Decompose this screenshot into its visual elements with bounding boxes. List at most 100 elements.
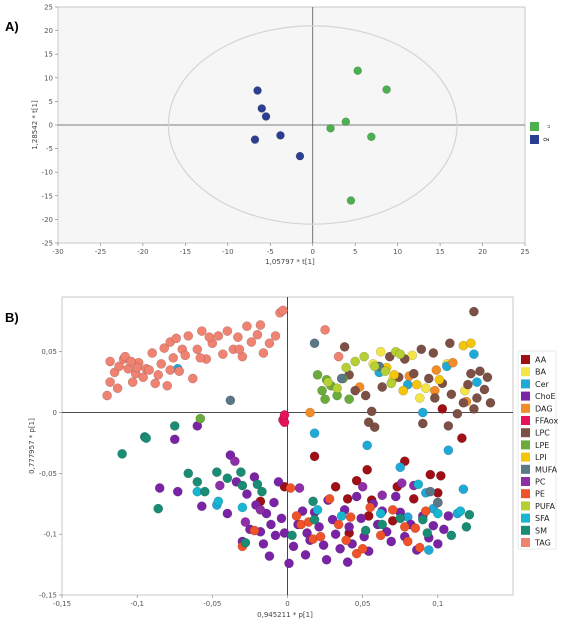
plot-b-legend-label-choe: ChoE bbox=[535, 392, 556, 401]
plot-b-point-dag bbox=[305, 407, 315, 418]
plot-b-point-lpc bbox=[443, 421, 454, 431]
plot-a-legend-swatch bbox=[530, 122, 539, 131]
plot-b-point-mufa bbox=[336, 373, 347, 384]
plot-b-point-sfa bbox=[455, 506, 466, 516]
plot-b-point-lpe bbox=[317, 385, 327, 396]
plot-a-y-tick-label: 25 bbox=[44, 4, 53, 12]
plot-b-point-pe bbox=[333, 519, 344, 530]
plot-b-point-pc bbox=[230, 456, 240, 467]
plot-a-y-tick-label: 15 bbox=[44, 51, 53, 59]
plot-b-y-tick-label: -0,15 bbox=[39, 592, 57, 600]
plot-b-point-pe bbox=[345, 512, 356, 523]
plot-b: -0,15 -0,1 -0,05 0 0,05 0,1 -0,15 -0,1 -0,05 0 0,0… bbox=[28, 296, 558, 619]
plot-b-point-tag bbox=[258, 348, 269, 358]
plot-b-point-aa bbox=[408, 494, 419, 504]
plot-a-legend-swatch bbox=[530, 135, 539, 144]
plot-b-point-tag bbox=[102, 390, 112, 401]
plot-b-point-choe bbox=[169, 434, 180, 445]
plot-b-point-choe bbox=[443, 511, 454, 521]
plot-b-point-pufa bbox=[341, 362, 351, 373]
plot-b-point-choe bbox=[276, 513, 287, 524]
plot-a-point bbox=[253, 86, 262, 95]
plot-b-point-aa bbox=[330, 481, 341, 492]
plot-b-legend-label-sfa: SFA bbox=[535, 514, 550, 523]
plot-a-x-tick-label: -20 bbox=[137, 248, 148, 256]
plot-b-point-sfa bbox=[413, 479, 424, 490]
plot-a-y-tick-label: 0 bbox=[49, 122, 53, 130]
plot-b-legend-swatch-lpi bbox=[521, 452, 530, 462]
plot-b-point-choe bbox=[342, 557, 353, 568]
plot-b-legend-swatch-pe bbox=[521, 489, 530, 499]
plot-b-legend-label-lpc: LPC bbox=[535, 429, 550, 438]
plot-a-point bbox=[261, 112, 271, 121]
plot-b-point-choe bbox=[344, 522, 354, 532]
plot-b-point-tag bbox=[320, 324, 330, 335]
plot-b-legend-swatch-ba bbox=[521, 367, 530, 377]
plot-b-point-pc bbox=[215, 480, 225, 491]
plot-b-legend-swatch-ffaox bbox=[521, 416, 530, 425]
plot-a-point bbox=[382, 85, 391, 94]
plot-b-point-tag bbox=[233, 332, 243, 342]
plot-b-point-sm bbox=[422, 528, 433, 538]
plot-b-point-tag bbox=[138, 372, 149, 383]
plot-b-point-tag bbox=[156, 359, 167, 369]
plot-b-x-tick-label: -0,1 bbox=[130, 600, 144, 608]
plot-a-x-tick-label: -10 bbox=[222, 248, 233, 256]
plot-b-y-tick-label: 0,05 bbox=[41, 348, 57, 356]
plot-b-point-cer bbox=[309, 428, 320, 439]
plot-b-point-sm bbox=[169, 421, 180, 431]
plot-b-point-pe bbox=[399, 522, 410, 532]
plot-b-point-lpc bbox=[416, 344, 427, 355]
plot-a-point bbox=[367, 132, 376, 142]
plot-b-point-ba bbox=[414, 393, 425, 403]
plot-b-legend-label-tag: TAG bbox=[534, 539, 551, 548]
plot-b-point-pc bbox=[396, 478, 407, 488]
plot-b-point-sm bbox=[360, 525, 371, 536]
plot-a-y-tick-label: 20 bbox=[44, 27, 53, 35]
plot-b-point-lpe bbox=[320, 394, 330, 405]
plot-b-point-choe bbox=[270, 530, 281, 541]
plot-b-point-choe bbox=[242, 489, 252, 499]
plot-b-point-aa bbox=[342, 494, 353, 504]
plot-b-point-lpc bbox=[423, 373, 434, 384]
plot-b-point-sm bbox=[287, 530, 297, 541]
panel-a-label: A) bbox=[5, 19, 19, 34]
plot-b-point-pc bbox=[240, 517, 251, 527]
plot-b-point-lpc bbox=[463, 379, 473, 390]
plot-b-point-choe bbox=[318, 540, 329, 550]
plot-b-y-axis-label: 0,777957 * p[1] bbox=[28, 418, 36, 474]
plot-b-point-tag bbox=[246, 337, 257, 347]
plot-b-point-lpc bbox=[469, 404, 479, 414]
plot-b-point-pufa bbox=[395, 349, 406, 360]
plot-b-legend-label-ffaox: FFAox bbox=[535, 417, 558, 426]
plot-b-point-tag bbox=[204, 332, 215, 342]
plot-a-y-axis-label: 1,28542 * t[1] bbox=[31, 100, 39, 150]
plot-b-point-lpc bbox=[479, 384, 490, 395]
plot-b-point-lpi bbox=[466, 338, 476, 349]
plot-b-point-lpe bbox=[195, 413, 206, 424]
plot-b-point-pe bbox=[249, 525, 260, 536]
plot-a-point bbox=[346, 196, 356, 205]
plot-b-legend-label-lpi: LPI bbox=[535, 453, 547, 462]
plot-b-point-dag bbox=[448, 357, 458, 368]
plot-b-point-lpc bbox=[366, 406, 377, 417]
plot-b-point-sm bbox=[222, 473, 233, 484]
plot-b-point-choe bbox=[264, 551, 275, 561]
plot-b-point-tag bbox=[264, 338, 275, 349]
plot-b-point-choe bbox=[288, 541, 299, 552]
plot-a-x-tick-label: 25 bbox=[521, 248, 530, 256]
plot-b-point-pc bbox=[357, 481, 368, 492]
plot-b-point-choe bbox=[266, 519, 276, 530]
plot-b-point-tag bbox=[174, 366, 185, 377]
plot-b-point-choe bbox=[284, 558, 294, 569]
plot-b-point-pe bbox=[341, 535, 351, 546]
plot-b-point-choe bbox=[273, 477, 284, 487]
plot-b-point-pufa bbox=[332, 383, 342, 394]
plot-b-legend-swatch-choe bbox=[521, 391, 530, 401]
plot-b-point-aa bbox=[309, 451, 320, 462]
plot-b-point-tag bbox=[180, 350, 191, 361]
plot-a-x-tick-label: -25 bbox=[95, 248, 106, 256]
plot-b-point-choe bbox=[258, 539, 269, 549]
plot-b-point-pe bbox=[375, 530, 386, 541]
plot-b-point-ffaox bbox=[279, 410, 290, 420]
